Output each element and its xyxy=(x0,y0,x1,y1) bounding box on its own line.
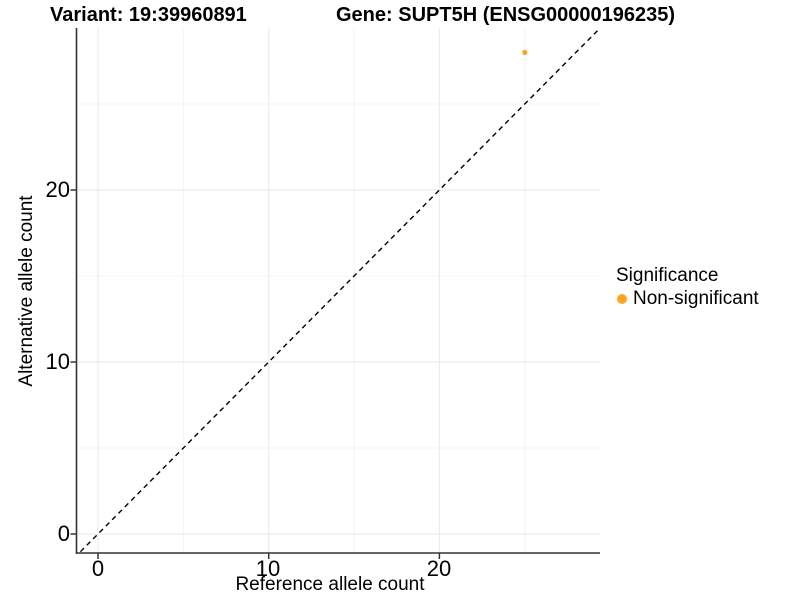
y-tick-label: 0 xyxy=(57,521,70,546)
x-tick-label: 10 xyxy=(255,556,281,581)
x-tick-label: 20 xyxy=(426,556,452,581)
legend-title: Significance xyxy=(616,265,719,286)
identity-line xyxy=(78,28,600,553)
legend-item: Non-significant xyxy=(616,287,759,311)
data-point xyxy=(522,49,528,56)
legend: Significance Non-significant xyxy=(616,264,759,311)
legend-item-label: Non-significant xyxy=(633,288,759,309)
x-axis-title: Reference allele count xyxy=(235,574,425,595)
plot-title-variant: Variant: 19:39960891 xyxy=(50,4,247,26)
y-tick-label: 10 xyxy=(45,349,70,374)
plot-title-gene: Gene: SUPT5H (ENSG00000196235) xyxy=(336,4,676,26)
legend-dot-icon xyxy=(617,294,627,304)
x-tick-label: 0 xyxy=(91,556,105,581)
legend-dot-icon xyxy=(617,294,627,304)
panel xyxy=(76,28,600,553)
y-axis-title: Alternative allele count xyxy=(16,195,37,387)
y-tick-label: 20 xyxy=(45,177,70,202)
